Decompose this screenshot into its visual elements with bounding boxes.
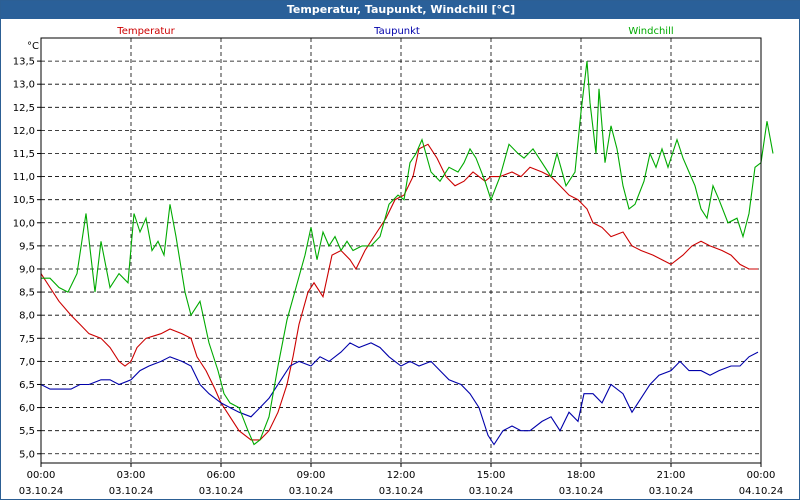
x-tick-date: 03.10.24 [109, 486, 154, 497]
series-lines [40, 61, 774, 446]
y-tick-labels: 5,0 5,5 6,0 6,5 7,0 7,5 8,0 8,5 9,0 9,5 10,0 10,5 11… [13, 57, 35, 461]
x-tick-time: 00:00 [747, 470, 776, 481]
legend-entry-taupunkt: Taupunkt [373, 26, 420, 37]
x-tick-date: 03.10.24 [199, 486, 244, 497]
y-tick-label: 8,0 [19, 311, 35, 322]
x-tick-date: 03.10.24 [559, 486, 604, 497]
y-tick-label: 11,0 [13, 172, 35, 183]
y-tick-label: 7,0 [19, 357, 35, 368]
x-tick-time: 21:00 [657, 470, 686, 481]
plot-area-border [40, 37, 762, 464]
y-tick-label: 10,0 [13, 218, 35, 229]
axes [37, 37, 762, 467]
x-tick-time: 03:00 [117, 470, 146, 481]
y-tick-label: 5,5 [19, 426, 35, 437]
x-tick-time: 18:00 [567, 470, 596, 481]
x-tick-time: 00:00 [27, 470, 56, 481]
y-tick-label: 9,5 [19, 241, 35, 252]
x-tick-date: 03.10.24 [379, 486, 424, 497]
chart-title: Temperatur, Taupunkt, Windchill [°C] [1, 1, 800, 19]
x-tick-date: 03.10.24 [649, 486, 694, 497]
series-line-windchill [41, 61, 774, 446]
x-tick-time: 09:00 [297, 470, 326, 481]
y-tick-label: 12,0 [13, 126, 35, 137]
y-axis-label: °C [27, 41, 39, 52]
legend: Temperatur Taupunkt Windchill [116, 26, 673, 37]
y-tick-label: 5,0 [19, 449, 35, 460]
y-tick-label: 7,5 [19, 334, 35, 345]
y-tick-label: 13,0 [13, 80, 35, 91]
x-tick-date: 03.10.24 [469, 486, 514, 497]
y-tick-label: 13,5 [13, 57, 35, 68]
y-tick-label: 11,5 [13, 149, 35, 160]
series-line-temperatur [40, 143, 758, 441]
x-tick-time: 15:00 [477, 470, 506, 481]
x-tick-date: 04.10.24 [739, 486, 784, 497]
legend-entry-windchill: Windchill [628, 26, 673, 37]
y-tick-label: 8,5 [19, 288, 35, 299]
y-tick-label: 10,5 [13, 195, 35, 206]
y-tick-label: 9,0 [19, 264, 35, 275]
y-tick-label: 6,0 [19, 403, 35, 414]
x-tick-date: 03.10.24 [19, 486, 64, 497]
x-tick-time: 12:00 [387, 470, 416, 481]
y-tick-label: 6,5 [19, 380, 35, 391]
x-tick-labels: 00:00 03.10.24 03:00 03.10.24 06:00 03.10.24 0… [19, 470, 784, 497]
series-line-taupunkt [40, 342, 759, 446]
y-tick-label: 12,5 [13, 103, 35, 114]
x-tick-date: 03.10.24 [289, 486, 334, 497]
grid-lines [41, 38, 761, 463]
legend-entry-temperatur: Temperatur [116, 26, 175, 37]
x-tick-time: 06:00 [207, 470, 236, 481]
